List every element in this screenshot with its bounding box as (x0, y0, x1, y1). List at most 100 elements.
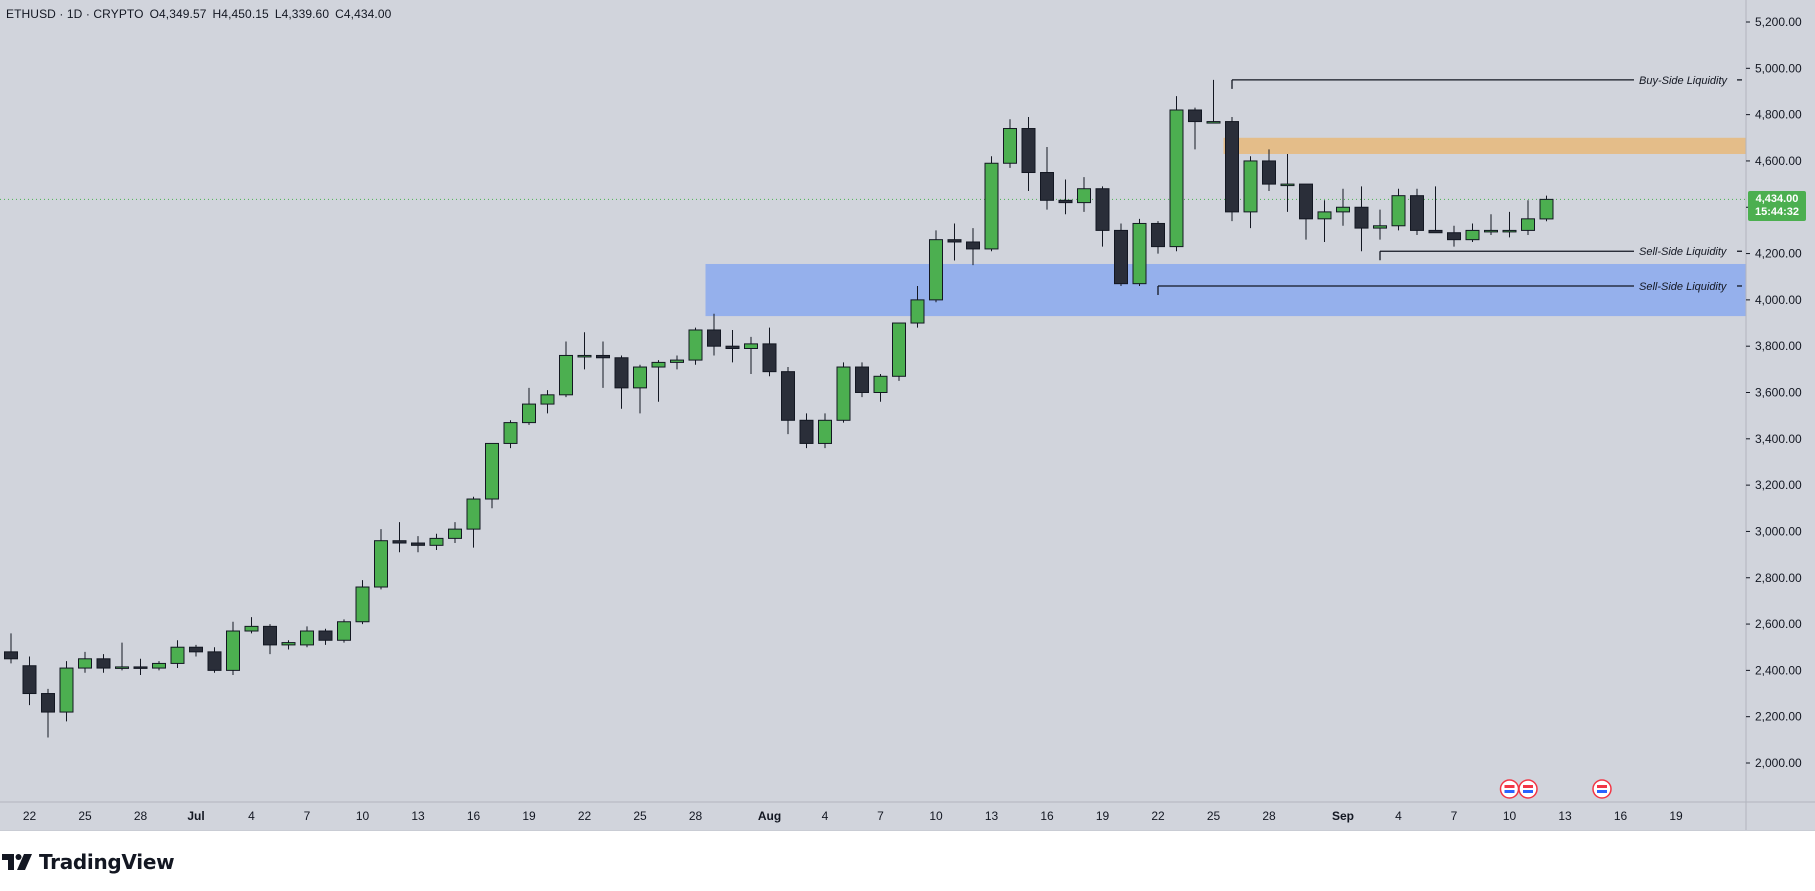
candle-up[interactable] (836, 366, 851, 421)
candle-up[interactable] (1003, 128, 1017, 164)
candle-up[interactable] (1317, 211, 1332, 220)
candle-down[interactable] (1058, 199, 1073, 204)
candle-up[interactable] (633, 366, 647, 389)
candle-up[interactable] (1132, 222, 1147, 285)
economic-event-icon[interactable] (1592, 779, 1612, 799)
candle-up[interactable] (170, 646, 185, 664)
candle-down[interactable] (966, 241, 980, 250)
candle-up[interactable] (1280, 183, 1295, 187)
candle-down[interactable] (799, 419, 814, 444)
symbol-label[interactable]: ETHUSD · 1D · CRYPTO (6, 7, 144, 21)
candle-down[interactable] (1410, 195, 1424, 231)
candle-up[interactable] (688, 329, 703, 361)
candle-up[interactable] (1169, 109, 1184, 248)
candle-up[interactable] (244, 625, 259, 632)
candle-down[interactable] (1114, 229, 1128, 285)
candle-up[interactable] (1077, 188, 1091, 204)
candle-up[interactable] (984, 162, 999, 250)
candle-up[interactable] (337, 621, 351, 641)
candle-down[interactable] (596, 354, 610, 359)
candle-down[interactable] (207, 651, 222, 671)
candle-up[interactable] (670, 359, 684, 363)
candle-down[interactable] (1021, 128, 1036, 174)
candle-up[interactable] (1539, 198, 1554, 220)
candle-up[interactable] (1465, 229, 1480, 241)
candle-down[interactable] (1151, 222, 1165, 248)
economic-event-icon[interactable] (1518, 779, 1538, 799)
candle-up[interactable] (540, 394, 555, 405)
candle-up[interactable] (226, 630, 240, 671)
candle-down[interactable] (1225, 121, 1239, 213)
candle-up[interactable] (651, 361, 666, 368)
candle-up[interactable] (1206, 121, 1221, 124)
candle-up[interactable] (115, 666, 129, 669)
candle-down[interactable] (1428, 229, 1443, 234)
candle-up[interactable] (892, 322, 906, 377)
candle-down[interactable] (392, 540, 407, 544)
candle-up[interactable] (466, 498, 481, 530)
candle-down[interactable] (855, 366, 869, 394)
candle-up[interactable] (355, 586, 370, 623)
candle-down[interactable] (4, 651, 18, 660)
candle-up[interactable] (1391, 195, 1406, 227)
candle-down[interactable] (263, 625, 277, 646)
candle-down[interactable] (1188, 109, 1202, 123)
candle-down[interactable] (189, 646, 203, 653)
time-tick-label: 22 (578, 809, 592, 823)
candle-up[interactable] (873, 375, 888, 393)
candle-up[interactable] (485, 442, 499, 500)
candle-up[interactable] (374, 540, 388, 588)
candle-up[interactable] (577, 354, 592, 358)
candle-up[interactable] (503, 422, 518, 444)
chart-area[interactable]: Buy-Side Liquidity Sell-Side Liquidity Sel… (0, 0, 1815, 830)
candle-down[interactable] (947, 239, 962, 243)
candle-up[interactable] (300, 630, 314, 646)
candle-down[interactable] (781, 371, 795, 421)
candle-down[interactable] (1354, 206, 1369, 229)
candle-down[interactable] (133, 666, 148, 669)
supply-zone[interactable] (1223, 137, 1747, 154)
candle-down[interactable] (1447, 232, 1461, 241)
candle-up[interactable] (910, 299, 925, 324)
candle-down[interactable] (318, 630, 333, 641)
candle-up[interactable] (78, 658, 92, 669)
candle-down[interactable] (762, 343, 777, 373)
candle-up[interactable] (152, 662, 166, 669)
candle-down[interactable] (1262, 160, 1276, 185)
candle-up[interactable] (59, 667, 74, 713)
candle-down[interactable] (1040, 172, 1054, 201)
candle-down[interactable] (411, 542, 425, 546)
economic-event-icon[interactable] (1499, 779, 1520, 799)
time-tick-label: 7 (1451, 809, 1458, 823)
candle-up[interactable] (1502, 229, 1517, 233)
candle-up[interactable] (1243, 160, 1258, 213)
candle-down[interactable] (614, 357, 629, 389)
candlestick-chart[interactable]: Buy-Side Liquidity Sell-Side Liquidity Sel… (0, 0, 1815, 830)
tradingview-logo[interactable]: TradingView (2, 850, 175, 874)
candle-up[interactable] (429, 537, 444, 546)
candle-up[interactable] (281, 642, 296, 646)
candle-down[interactable] (41, 693, 55, 713)
candle-up[interactable] (1521, 218, 1535, 231)
time-tick-label: 22 (1151, 809, 1165, 823)
candle-up[interactable] (818, 419, 832, 444)
candle-up[interactable] (1336, 206, 1350, 213)
candle-down[interactable] (1095, 188, 1110, 231)
candle-up[interactable] (929, 239, 943, 301)
candle-down[interactable] (96, 658, 111, 669)
demand-zone[interactable] (705, 263, 1747, 317)
time-tick-label: 10 (929, 809, 943, 823)
candle-up[interactable] (559, 354, 573, 396)
candle-up[interactable] (522, 403, 536, 424)
candle-down[interactable] (22, 665, 37, 695)
time-tick-label: 22 (23, 809, 37, 823)
candle-down[interactable] (1299, 183, 1313, 220)
candle-up[interactable] (744, 343, 758, 350)
candle-up[interactable] (1484, 229, 1498, 233)
candle-down[interactable] (725, 345, 740, 350)
current-price-value: 4,434.00 (1755, 193, 1799, 206)
candle-down[interactable] (707, 329, 721, 347)
candle-up[interactable] (448, 528, 462, 539)
bar-countdown: 15:44:32 (1754, 206, 1800, 219)
candle-up[interactable] (1373, 225, 1387, 229)
